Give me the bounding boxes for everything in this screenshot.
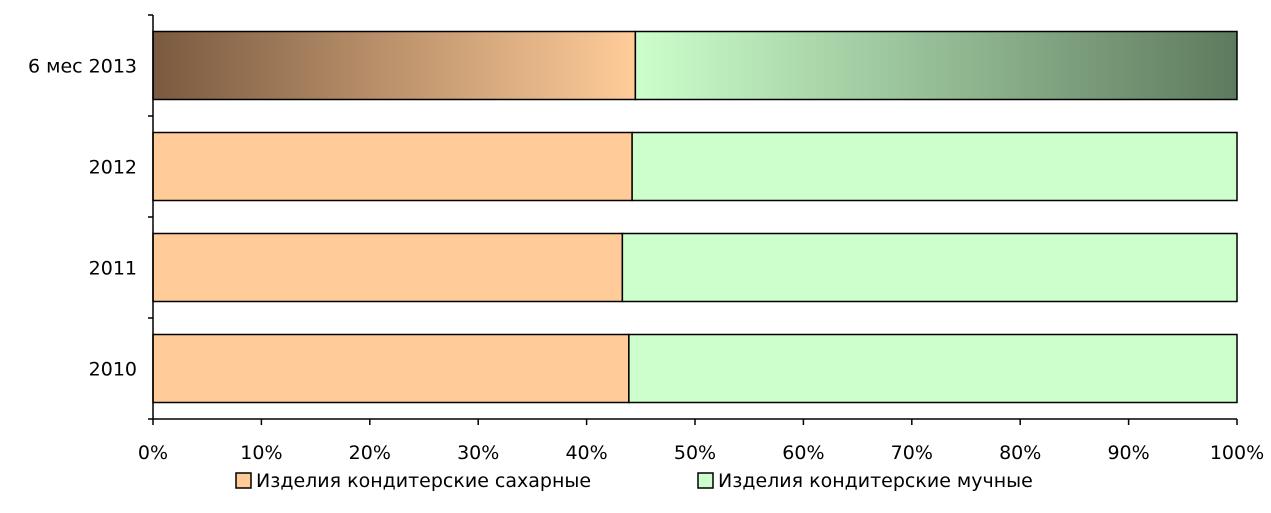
x-tick-label: 40%	[565, 442, 607, 464]
category-label: 2012	[89, 157, 137, 179]
x-tick-label: 70%	[891, 442, 933, 464]
bars-layer	[152, 30, 1238, 404]
bar-flour-3	[628, 333, 1238, 404]
category-label: 6 мес 2013	[28, 56, 137, 78]
legend-label-sugar: Изделия кондитерские сахарные	[256, 470, 591, 492]
x-tick-label: 80%	[999, 442, 1041, 464]
bar-sugar-0	[152, 30, 637, 101]
x-tick-label: 60%	[782, 442, 824, 464]
x-tick-label: 50%	[674, 442, 716, 464]
x-tick-label: 20%	[349, 442, 391, 464]
category-label: 2010	[89, 359, 137, 381]
legend-label-flour: Изделия кондитерские мучные	[718, 470, 1033, 492]
bar-sugar-2	[152, 232, 624, 303]
legend-swatch-sugar	[235, 472, 252, 489]
axes-layer	[148, 14, 1238, 425]
bar-flour-0	[634, 30, 1238, 101]
legend: Изделия кондитерские сахарные Изделия кон…	[235, 470, 1033, 492]
x-tick-label: 100%	[1210, 442, 1264, 464]
x-tick-label: 0%	[138, 442, 168, 464]
legend-swatch-flour	[697, 472, 714, 489]
labels-layer: 6 мес 2013 2012 2011 2010 0% 10% 20% 30% 40% 50% 6…	[28, 56, 1264, 465]
bar-sugar-1	[152, 131, 633, 202]
x-tick-label: 30%	[457, 442, 499, 464]
bar-flour-1	[631, 131, 1238, 202]
x-tick-label: 10%	[240, 442, 282, 464]
x-tick-label: 90%	[1107, 442, 1149, 464]
category-label: 2011	[89, 258, 137, 280]
bar-flour-2	[621, 232, 1238, 303]
bar-sugar-3	[152, 333, 630, 404]
